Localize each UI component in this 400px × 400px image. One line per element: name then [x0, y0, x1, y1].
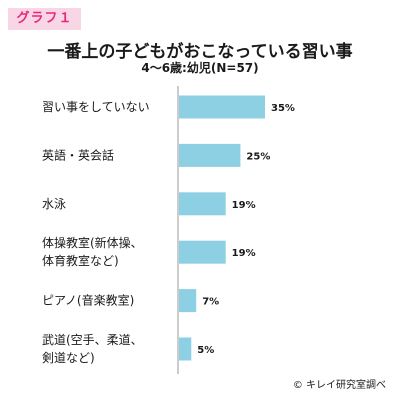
category-label-5-line-1: 剣道など) [42, 351, 95, 365]
bar-0 [179, 95, 265, 119]
value-label-0: 35% [271, 103, 295, 114]
category-label-2: 水泳 [42, 197, 66, 211]
bar-3 [179, 240, 226, 264]
category-label-1: 英語・英会話 [42, 147, 114, 162]
value-label-3: 19% [232, 248, 256, 259]
category-label-0: 習い事をしていない [42, 100, 150, 114]
category-label-3-line-1: 体育教室など) [42, 253, 119, 268]
category-label-3-line-0: 体操教室(新体操、 [42, 235, 143, 250]
category-label-4: ピアノ(音楽教室) [42, 293, 134, 308]
value-label-1: 25% [246, 151, 270, 162]
chart-title: 一番上の子どもがおこなっている習い事 [47, 42, 353, 62]
value-label-4: 7% [202, 297, 219, 308]
bar-2 [179, 192, 226, 216]
category-label-5-line-0: 武道(空手、柔道、 [42, 333, 143, 347]
bar-4 [179, 289, 197, 313]
value-label-5: 5% [197, 345, 214, 356]
value-label-2: 19% [232, 200, 256, 211]
bar-5 [179, 337, 192, 361]
credit-text: © キレイ研究室調べ [292, 380, 386, 391]
chart-badge: グラフ１ [8, 8, 81, 30]
bar-1 [179, 143, 241, 167]
chart-subtitle: 4〜6歳:幼児(N=57) [141, 61, 259, 75]
